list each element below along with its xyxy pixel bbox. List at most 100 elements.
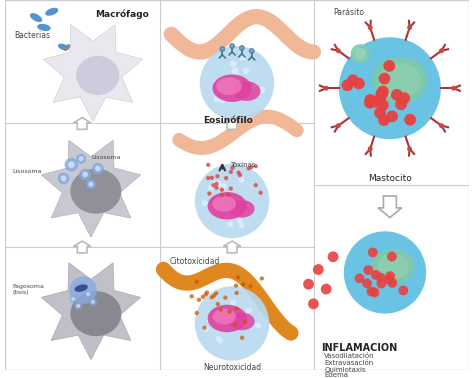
Circle shape (237, 218, 243, 224)
Text: Neurotoxicidad: Neurotoxicidad (203, 363, 261, 372)
Circle shape (368, 25, 373, 30)
Circle shape (195, 286, 269, 361)
Circle shape (210, 176, 214, 180)
Ellipse shape (212, 74, 252, 102)
Circle shape (255, 322, 261, 328)
Circle shape (407, 25, 412, 30)
Polygon shape (223, 241, 241, 253)
Circle shape (58, 172, 69, 184)
Text: Citotoxicidad: Citotoxicidad (169, 257, 220, 266)
Circle shape (336, 123, 341, 128)
Circle shape (89, 298, 97, 306)
Ellipse shape (372, 57, 427, 104)
Ellipse shape (377, 254, 409, 279)
Circle shape (221, 48, 224, 51)
Circle shape (212, 180, 218, 186)
Circle shape (202, 325, 207, 330)
Circle shape (225, 195, 230, 201)
Circle shape (364, 265, 373, 275)
Circle shape (377, 85, 389, 98)
Circle shape (214, 291, 219, 295)
Ellipse shape (217, 77, 242, 95)
Circle shape (95, 166, 101, 172)
Circle shape (404, 114, 416, 125)
Circle shape (303, 279, 314, 290)
Polygon shape (41, 263, 141, 360)
Polygon shape (223, 118, 241, 129)
Circle shape (379, 73, 390, 84)
Circle shape (248, 284, 253, 288)
Circle shape (374, 107, 386, 119)
Text: Toxinas: Toxinas (230, 162, 255, 168)
Circle shape (375, 88, 387, 100)
Circle shape (205, 290, 209, 295)
Circle shape (203, 326, 209, 332)
Circle shape (374, 94, 386, 106)
Circle shape (342, 79, 353, 91)
Circle shape (227, 81, 233, 87)
Circle shape (76, 304, 80, 308)
Polygon shape (378, 196, 401, 218)
Circle shape (214, 96, 220, 102)
Circle shape (362, 279, 372, 288)
Ellipse shape (208, 192, 247, 220)
Circle shape (233, 322, 237, 327)
Circle shape (232, 68, 238, 74)
Circle shape (234, 284, 238, 288)
Circle shape (451, 86, 456, 91)
Circle shape (218, 338, 223, 344)
Circle shape (365, 94, 376, 106)
Circle shape (61, 175, 66, 181)
Circle shape (74, 302, 82, 310)
Circle shape (226, 85, 232, 92)
Circle shape (377, 99, 389, 111)
Circle shape (370, 288, 379, 297)
Ellipse shape (45, 8, 58, 16)
Circle shape (230, 166, 235, 170)
Circle shape (371, 270, 381, 280)
Circle shape (213, 80, 220, 87)
Text: Macrófago: Macrófago (95, 10, 149, 19)
Circle shape (236, 275, 240, 279)
Circle shape (226, 192, 230, 197)
Circle shape (387, 278, 397, 288)
Text: Edema: Edema (324, 372, 348, 378)
Circle shape (239, 45, 245, 51)
Circle shape (220, 193, 224, 197)
Polygon shape (41, 140, 141, 237)
Circle shape (86, 292, 90, 296)
Circle shape (246, 166, 251, 170)
Text: Fagosoma
(lisis): Fagosoma (lisis) (13, 284, 45, 295)
Circle shape (66, 44, 71, 48)
Circle shape (230, 60, 237, 67)
Circle shape (376, 273, 386, 282)
Circle shape (258, 191, 263, 195)
Circle shape (324, 86, 328, 91)
Polygon shape (73, 241, 91, 253)
Circle shape (237, 170, 241, 175)
Circle shape (254, 164, 258, 168)
Circle shape (368, 146, 373, 151)
Text: Mastocito: Mastocito (368, 175, 412, 183)
Circle shape (260, 276, 264, 280)
Circle shape (79, 156, 83, 161)
Circle shape (239, 54, 246, 61)
Circle shape (336, 48, 341, 53)
Circle shape (91, 300, 95, 304)
Circle shape (228, 186, 233, 191)
Circle shape (219, 46, 225, 52)
Circle shape (202, 200, 208, 206)
Circle shape (208, 185, 213, 191)
Ellipse shape (37, 24, 51, 31)
Ellipse shape (233, 81, 261, 101)
Ellipse shape (229, 313, 255, 330)
Circle shape (76, 154, 86, 164)
Circle shape (344, 231, 426, 314)
Circle shape (206, 317, 212, 323)
Circle shape (228, 222, 233, 227)
Circle shape (384, 275, 394, 285)
Circle shape (353, 77, 365, 90)
Circle shape (214, 182, 219, 186)
Circle shape (82, 172, 88, 177)
Circle shape (195, 311, 199, 315)
